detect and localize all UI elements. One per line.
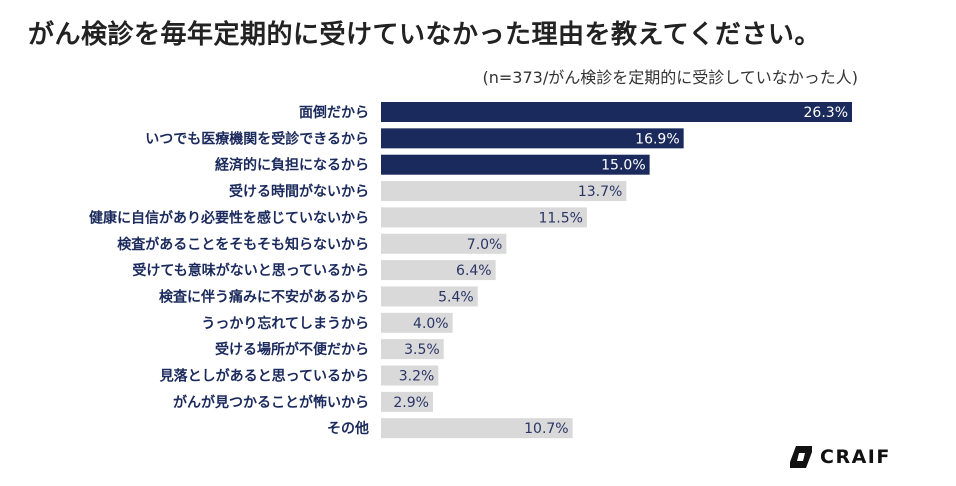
bar [381, 102, 852, 122]
value-label: 2.9% [393, 395, 429, 411]
bar [381, 233, 507, 254]
bar [381, 207, 587, 228]
value-label: 10.7% [524, 421, 568, 437]
category-label: 検査があることをそもそも知らないから [117, 236, 369, 253]
logo-text: CRAIF [820, 446, 891, 468]
value-label: 26.3% [804, 105, 848, 121]
category-label: がんが見つかることが怖いから [173, 394, 369, 411]
category-label: 見落としがあると思っているから [159, 368, 369, 385]
bar [381, 128, 684, 149]
category-label: 受ける時間がないから [229, 183, 369, 200]
value-label: 11.5% [538, 210, 582, 226]
value-label: 4.0% [413, 316, 449, 332]
value-label: 3.5% [404, 342, 440, 358]
value-label: 7.0% [467, 237, 503, 253]
category-label: 経済的に負担になるから [215, 157, 369, 174]
craif-logo: CRAIF [790, 446, 891, 468]
value-label: 6.4% [456, 263, 492, 279]
bar [381, 260, 496, 281]
bar [381, 339, 444, 360]
bar [381, 154, 650, 175]
bar [381, 391, 433, 412]
bar [381, 181, 627, 202]
value-label: 3.2% [399, 369, 435, 385]
sample-size-note: (n=373/がん検診を定期的に受診していなかった人) [482, 68, 858, 87]
value-label: 15.0% [601, 158, 645, 174]
value-label: 13.7% [578, 184, 622, 200]
value-label: 16.9% [635, 131, 679, 147]
category-label: 健康に自信があり必要性を感じていないから [89, 209, 369, 226]
bar [381, 365, 439, 386]
bar [381, 418, 573, 439]
category-label: 受けても意味がないと思っているから [132, 262, 369, 279]
bar [381, 312, 453, 333]
category-label: いつでも医療機関を受診できるから [145, 130, 369, 147]
category-label: うっかり忘れてしまうから [201, 315, 369, 332]
value-label: 5.4% [438, 289, 474, 305]
category-label: その他 [327, 420, 369, 437]
category-label: 受ける場所が不便だから [215, 341, 369, 358]
category-label: 面倒だから [299, 104, 369, 121]
bar [381, 286, 478, 307]
category-label: 検査に伴う痛みに不安があるから [159, 288, 369, 305]
page-title: がん検診を毎年定期的に受けていなかった理由を教えてください。 [28, 20, 821, 50]
craif-logo-icon [790, 446, 812, 468]
